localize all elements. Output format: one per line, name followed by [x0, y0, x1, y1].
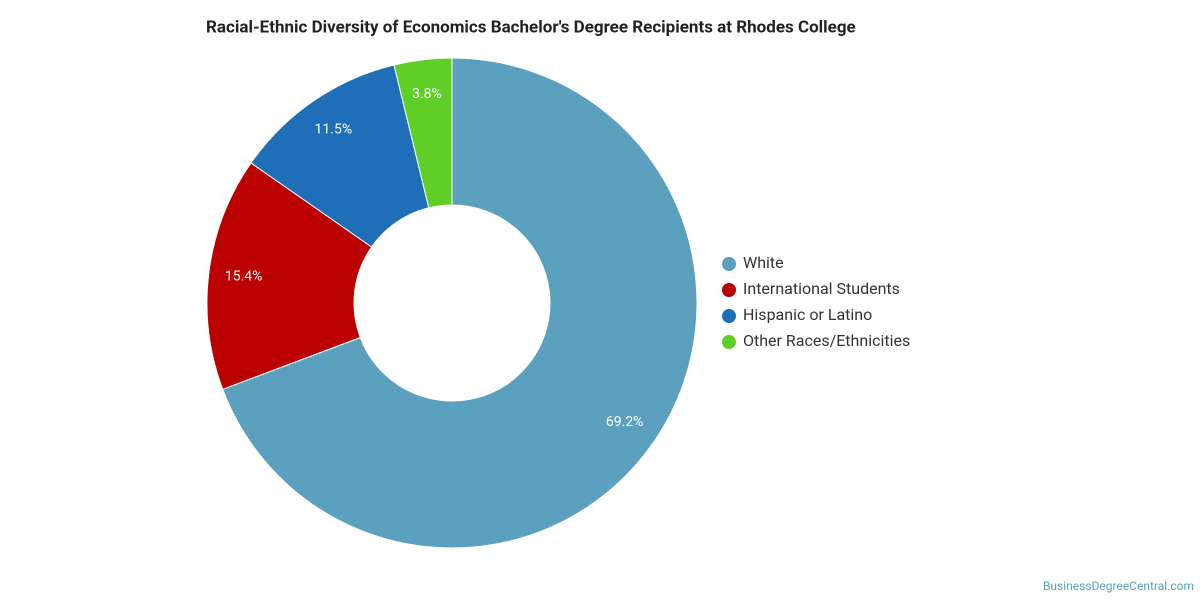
legend-swatch	[722, 283, 736, 297]
data-label: 15.4%	[225, 269, 263, 285]
legend-label: International Students	[743, 279, 900, 298]
legend-swatch	[722, 335, 736, 349]
legend-label: Hispanic or Latino	[743, 305, 872, 324]
legend-swatch	[722, 309, 736, 323]
data-label: 69.2%	[606, 414, 644, 430]
donut-slice	[250, 64, 430, 248]
donut-slice	[393, 57, 453, 209]
legend-label: White	[743, 253, 784, 272]
legend-label: Other Races/Ethnicities	[743, 331, 910, 350]
donut-slice	[206, 162, 373, 390]
donut-slice	[222, 57, 698, 549]
data-label: 11.5%	[315, 121, 353, 137]
legend-swatch	[722, 257, 736, 271]
data-label: 3.8%	[412, 86, 442, 102]
source-credit: BusinessDegreeCentral.com	[1043, 579, 1194, 593]
chart-title: Racial-Ethnic Diversity of Economics Bac…	[206, 17, 856, 37]
